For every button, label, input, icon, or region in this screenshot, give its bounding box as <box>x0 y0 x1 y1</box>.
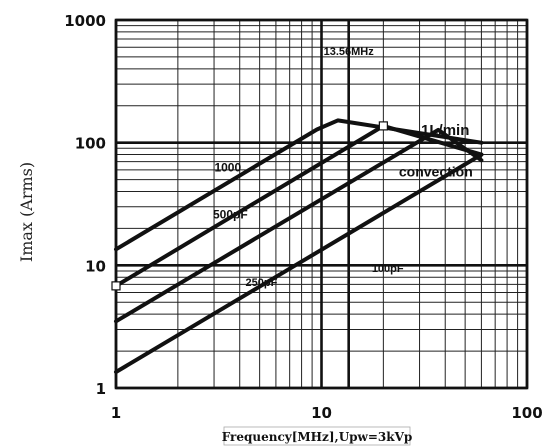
y-tick-labels: 1 10 100 1000 <box>64 12 106 398</box>
y-tick-label: 1 <box>96 380 106 398</box>
grid <box>114 18 529 390</box>
x-axis-label: Frequency[MHz],Upw=3kVp <box>222 430 413 444</box>
annotation-label: 13.56MHz <box>324 46 375 58</box>
annotation-label: convection <box>399 163 473 179</box>
series-line-4 <box>114 152 484 374</box>
annotation-label: 250pF <box>246 277 278 289</box>
y-tick-label: 1000 <box>64 12 106 30</box>
data-marker <box>378 121 388 131</box>
annotation-label: 500pF <box>213 208 248 222</box>
plot-frame <box>114 18 529 390</box>
x-tick-label: 10 <box>311 404 332 422</box>
x-tick-labels: 1 10 100 <box>111 404 543 422</box>
x-tick-label: 100 <box>511 404 542 422</box>
x-tick-label: 1 <box>111 404 121 422</box>
data-marker <box>111 281 121 291</box>
annotation-label: 100pF <box>372 263 404 275</box>
annotation-labels: 13.56MHz 1L/min convection 1000 500pF 250pF 10… <box>213 46 473 289</box>
markers-group <box>111 121 388 291</box>
y-axis-label: Imax (Arms) <box>17 162 36 262</box>
x-axis-label-box <box>223 426 411 446</box>
y-tick-label: 10 <box>85 257 106 275</box>
series-line-3 <box>114 127 484 324</box>
annotation-label: 1L/min <box>421 122 469 139</box>
annotation-label: 1000 <box>214 161 241 175</box>
y-tick-label: 100 <box>75 135 106 153</box>
